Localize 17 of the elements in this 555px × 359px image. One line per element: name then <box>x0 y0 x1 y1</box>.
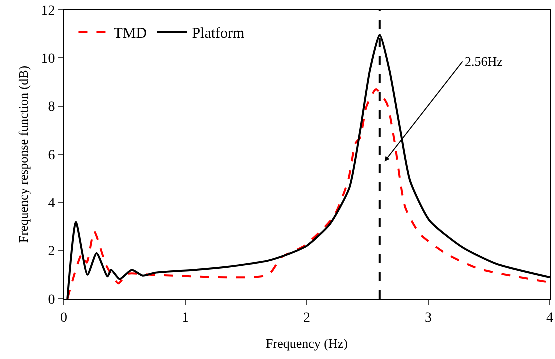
x-tick-label: 1 <box>182 310 189 326</box>
y-tick-label: 2 <box>48 244 56 260</box>
y-tick-label: 10 <box>41 52 56 68</box>
y-tick-label: 4 <box>48 196 56 212</box>
x-tick-label: 4 <box>546 310 554 326</box>
x-axis-title: Frequency (Hz) <box>266 336 348 351</box>
legend-label: TMD <box>114 26 148 42</box>
legend-label: Platform <box>192 26 246 42</box>
y-tick-label: 8 <box>48 100 56 116</box>
y-axis-title: Frequency response function (dB) <box>16 66 31 244</box>
x-tick-label: 2 <box>304 310 310 326</box>
x-tick-label: 3 <box>425 310 432 326</box>
y-tick-label: 12 <box>41 4 56 19</box>
annotation: 2.56Hz <box>465 54 504 69</box>
y-tick-label: 6 <box>48 148 56 164</box>
y-tick-label: 0 <box>48 292 56 308</box>
x-tick-label: 0 <box>60 310 68 326</box>
